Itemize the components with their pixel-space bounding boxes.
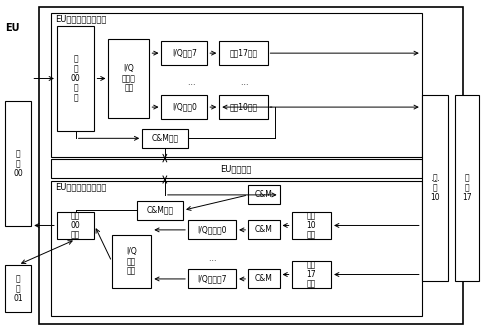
Text: …: … [240,78,247,87]
Text: 光口
00
组帧: 光口 00 组帧 [71,211,80,240]
Text: C&M: C&M [255,274,273,284]
Text: C&M合并: C&M合并 [147,206,174,215]
Bar [248,220,280,239]
Text: 光口17组帧: 光口17组帧 [229,49,257,58]
Bar [422,95,448,281]
Text: …: … [187,78,194,87]
Text: I/Q压缩7: I/Q压缩7 [172,49,197,58]
Bar [108,39,149,118]
Text: 光
口
10: 光 口 10 [430,174,440,202]
Bar [57,26,94,131]
Text: EU控制模块: EU控制模块 [220,164,252,173]
Text: I/Q
解映射
分离: I/Q 解映射 分离 [122,64,136,93]
Text: 光口
10
解帧: 光口 10 解帧 [307,211,316,240]
Bar [57,212,94,239]
Bar [219,41,268,65]
Text: EU: EU [5,23,19,33]
Text: I/Q
映射
合并: I/Q 映射 合并 [126,248,137,276]
Text: C&M广播: C&M广播 [151,134,179,143]
Bar [455,95,479,281]
Bar [292,261,331,288]
Bar [188,220,236,239]
Bar [51,13,422,157]
Bar [219,95,268,119]
Bar [142,129,188,148]
Text: I/Q解压缩7: I/Q解压缩7 [197,274,227,284]
Text: …: … [430,174,440,183]
Text: I/Q解压缩0: I/Q解压缩0 [197,225,227,234]
Bar [248,269,280,288]
Text: I/Q压缩0: I/Q压缩0 [172,103,197,112]
Bar [161,95,207,119]
Bar [292,212,331,239]
Text: 光口
17
解帧: 光口 17 解帧 [307,260,316,289]
Text: 光
口
17: 光 口 17 [462,174,472,202]
Text: …: … [208,254,216,263]
Bar [5,265,31,312]
Bar [5,101,31,226]
Text: C&M: C&M [255,190,273,199]
Text: EU下行数据链路模块: EU下行数据链路模块 [55,15,107,24]
Bar [188,269,236,288]
Bar [112,235,151,288]
Bar [248,185,280,204]
Text: C&M: C&M [255,225,273,234]
Bar [51,181,422,316]
Text: EU上行数据链路模块: EU上行数据链路模块 [55,182,107,192]
Text: 光
口
00
解
帧: 光 口 00 解 帧 [71,55,80,102]
Text: 光
口
00: 光 口 00 [13,149,23,178]
Bar [51,159,422,178]
Text: 光
口
01: 光 口 01 [13,274,23,303]
Bar [39,7,463,324]
Bar [161,41,207,65]
Bar [137,201,183,220]
Text: 光口10组帧: 光口10组帧 [229,103,257,112]
